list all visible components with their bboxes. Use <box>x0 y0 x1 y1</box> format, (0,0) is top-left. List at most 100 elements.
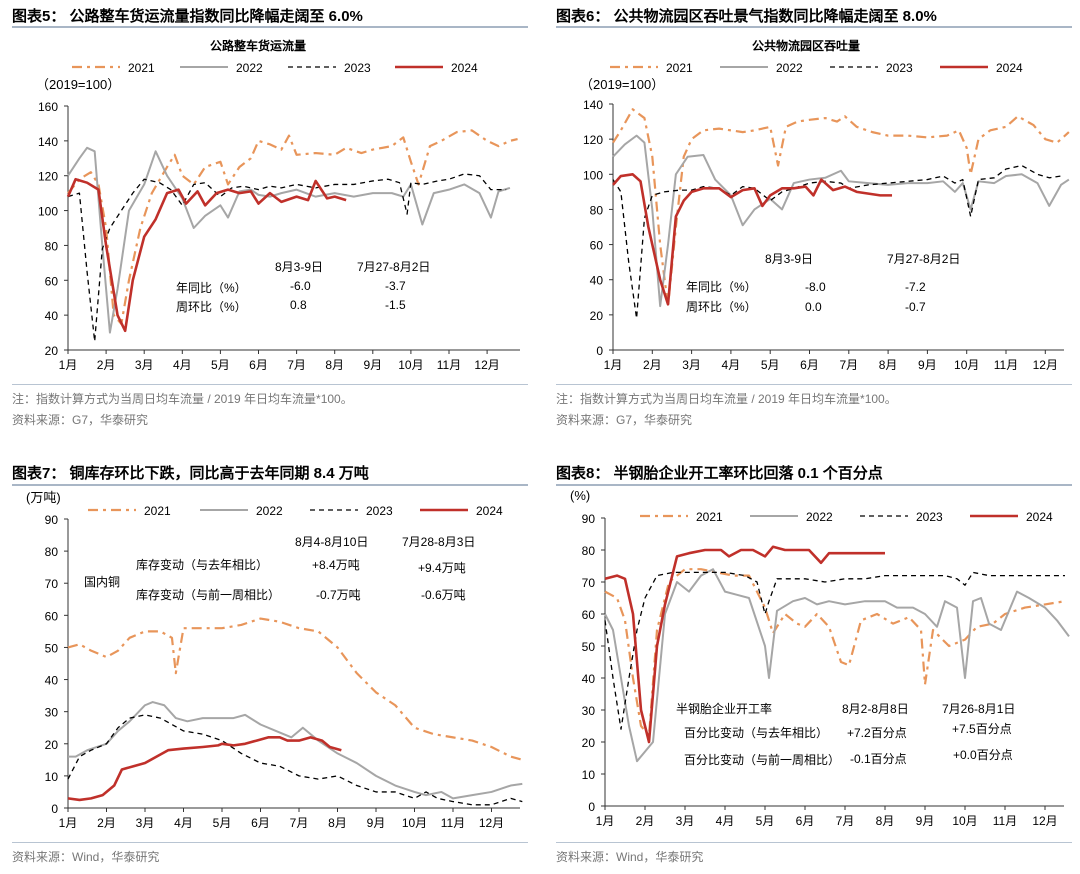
x-tick-label: 4月 <box>716 814 735 828</box>
y-tick-label: 60 <box>45 609 59 623</box>
x-tick-label: 1月 <box>59 358 78 372</box>
title-divider <box>12 484 528 486</box>
ann5-r2: 周环比（%） <box>176 300 247 314</box>
ann6-v21: 0.0 <box>805 300 822 314</box>
series-line-2023 <box>67 173 507 342</box>
note-divider <box>556 842 1072 843</box>
x-tick-label: 10月 <box>402 816 427 830</box>
x-tick-label: 4月 <box>722 358 741 372</box>
x-tick-label: 10月 <box>952 814 977 828</box>
y-tick-label: 20 <box>590 309 604 323</box>
legend-label-2024: 2024 <box>451 61 478 75</box>
x-tick-label: 8月 <box>328 816 347 830</box>
x-tick-label: 12月 <box>1033 358 1058 372</box>
x-tick-label: 5月 <box>761 358 780 372</box>
y-tick-label: 40 <box>590 274 604 288</box>
ann8-v12: +7.5百分点 <box>952 722 1012 736</box>
panel5-note: 注：指数计算方式为当周日均车流量 / 2019 年日均车流量*100。 <box>12 392 353 406</box>
x-tick-label: 11月 <box>994 358 1018 372</box>
ann5-r1: 年同比（%） <box>176 281 247 295</box>
panel8-source: 资料来源：Wind，华泰研究 <box>556 850 704 864</box>
y-tick-label: 80 <box>45 545 59 559</box>
y-tick-label: 0 <box>51 802 58 816</box>
panel5-source: 资料来源：G7，华泰研究 <box>12 413 149 427</box>
legend-label-2022: 2022 <box>236 61 263 75</box>
y-tick-label: 10 <box>582 768 596 782</box>
ann7-h1: 8月4-8月10日 <box>295 535 369 549</box>
legend-label-2023: 2023 <box>366 504 393 518</box>
ann6-r2: 周环比（%） <box>686 300 757 314</box>
x-tick-label: 11月 <box>441 816 465 830</box>
x-tick-label: 7月 <box>836 814 855 828</box>
x-tick-label: 7月 <box>287 358 306 372</box>
ann6-v12: -7.2 <box>905 280 926 294</box>
legend-label-2021: 2021 <box>696 510 723 524</box>
series-line-2022 <box>612 134 1070 308</box>
panel6-subtitle: 公共物流园区吞吐量 <box>752 39 861 53</box>
ann8-r1: 百分比变动（与去年相比） <box>684 726 829 740</box>
legend-label-2022: 2022 <box>256 504 283 518</box>
ann8-v11: +7.2百分点 <box>847 726 907 740</box>
ann8-v21: -0.1百分点 <box>850 752 907 766</box>
ann8-label: 半钢胎企业开工率 <box>676 702 773 716</box>
ann7-h2: 7月28-8月3日 <box>402 535 476 549</box>
x-tick-label: 9月 <box>367 816 386 830</box>
series-line-2024 <box>66 177 347 333</box>
ann5-v22: -1.5 <box>385 298 406 312</box>
ann6-v22: -0.7 <box>905 300 926 314</box>
ann7-label: 国内铜 <box>84 575 121 589</box>
x-tick-label: 5月 <box>213 816 232 830</box>
x-tick-label: 4月 <box>174 816 193 830</box>
x-tick-label: 6月 <box>249 358 268 372</box>
legend-label-2021: 2021 <box>128 61 155 75</box>
y-tick-label: 80 <box>45 239 59 253</box>
panel6-note: 注：指数计算方式为当周日均车流量 / 2019 年日均车流量*100。 <box>556 392 897 406</box>
y-tick-label: 160 <box>38 100 58 114</box>
y-tick-label: 60 <box>590 239 604 253</box>
y-tick-label: 50 <box>45 641 59 655</box>
x-tick-label: 5月 <box>211 358 230 372</box>
x-tick-label: 8月 <box>325 358 344 372</box>
series-line-2022 <box>604 568 1070 763</box>
series-line-2024 <box>612 172 893 306</box>
x-tick-label: 10月 <box>398 358 423 372</box>
series-line-2023 <box>612 164 1062 320</box>
x-tick-label: 6月 <box>796 814 815 828</box>
ann8-h2: 7月26-8月1日 <box>942 702 1016 716</box>
legend-label-2024: 2024 <box>1026 510 1053 524</box>
ann7-v12: +9.4万吨 <box>418 561 466 575</box>
note-divider <box>12 384 528 385</box>
x-tick-label: 2月 <box>643 358 662 372</box>
y-tick-label: 80 <box>590 203 604 217</box>
y-tick-label: 140 <box>583 98 603 112</box>
y-tick-label: 40 <box>45 309 59 323</box>
x-tick-label: 2月 <box>97 816 116 830</box>
x-tick-label: 8月 <box>879 358 898 372</box>
title-divider <box>556 484 1072 486</box>
legend-label-2023: 2023 <box>886 61 913 75</box>
ann6-v11: -8.0 <box>805 280 826 294</box>
panel6-unit: （2019=100） <box>580 77 665 92</box>
y-tick-label: 70 <box>45 577 59 591</box>
ann7-r2: 库存变动（与前一周相比） <box>136 588 281 602</box>
y-tick-label: 20 <box>45 738 59 752</box>
legend-label-2022: 2022 <box>806 510 833 524</box>
x-tick-label: 3月 <box>682 358 701 372</box>
x-tick-label: 9月 <box>916 814 935 828</box>
x-tick-label: 6月 <box>251 816 270 830</box>
title-divider <box>556 26 1072 28</box>
x-tick-label: 7月 <box>290 816 309 830</box>
panel8-unit: (%) <box>570 488 591 503</box>
x-tick-label: 11月 <box>437 358 461 372</box>
y-tick-label: 120 <box>583 133 603 147</box>
ann6-h1: 8月3-9日 <box>765 252 814 266</box>
y-tick-label: 100 <box>583 168 603 182</box>
ann5-v12: -3.7 <box>385 279 406 293</box>
ann7-r1: 库存变动（与去年相比） <box>136 558 269 572</box>
y-tick-label: 20 <box>582 736 596 750</box>
series-line-2024 <box>67 736 342 802</box>
y-tick-label: 90 <box>45 513 59 527</box>
panel7-title: 图表7： 铜库存环比下跌，同比高于去年同期 8.4 万吨 <box>12 465 369 482</box>
y-tick-label: 0 <box>588 800 595 814</box>
